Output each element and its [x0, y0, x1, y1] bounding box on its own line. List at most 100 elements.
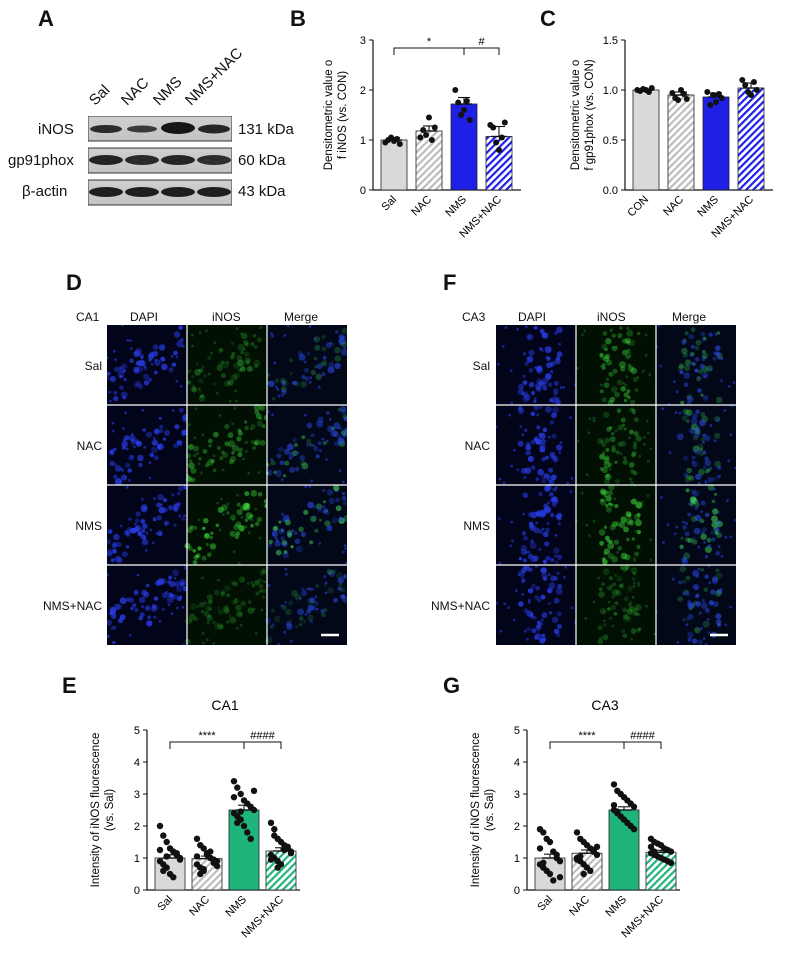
micrograph-tile [265, 405, 349, 485]
data-point [667, 859, 675, 866]
column-label: Merge [672, 310, 707, 324]
data-point [237, 790, 244, 798]
y-axis-label: f gp91phox (vs. CON) [584, 59, 596, 170]
significance-label: #### [250, 730, 275, 742]
panel-letter-d: D [66, 270, 82, 295]
data-point [250, 806, 258, 814]
x-tick-label: NAC [567, 894, 592, 919]
micrograph-tile [655, 564, 736, 646]
data-point [630, 803, 638, 810]
column-label: Merge [284, 310, 319, 324]
data-point [466, 117, 473, 123]
data-point [197, 870, 204, 878]
data-point [680, 91, 687, 97]
data-point [458, 112, 465, 118]
x-tick-label: NMS [603, 894, 629, 920]
data-point [546, 838, 554, 846]
data-point [234, 784, 241, 791]
y-tick-label: 0 [134, 885, 140, 897]
data-point [540, 829, 547, 836]
y-tick-label: 1.5 [603, 35, 618, 47]
chart-title: CA1 [211, 697, 238, 713]
data-point [452, 87, 459, 93]
column-label: DAPI [518, 310, 547, 324]
y-tick-label: 3 [134, 789, 140, 801]
data-point [417, 134, 424, 141]
data-point [577, 853, 584, 860]
data-point [213, 862, 221, 870]
significance-bracket [549, 741, 625, 749]
y-axis-label: Densitometric value o [570, 60, 582, 171]
significance-label: **** [198, 730, 216, 742]
chart-title: CA3 [591, 697, 618, 713]
lane-label: Sal [85, 81, 114, 109]
data-point [614, 808, 621, 815]
micrograph-canvas [104, 323, 351, 647]
x-tick-label: Sal [155, 894, 175, 914]
panel-letter-a: A [38, 6, 54, 31]
data-point [244, 829, 251, 836]
data-point [713, 99, 719, 105]
data-point [271, 826, 278, 833]
row-label: Sal [472, 359, 490, 373]
y-tick-label: 3 [514, 789, 520, 801]
column-label: iNOS [597, 310, 626, 324]
data-point [667, 848, 675, 855]
x-tick-label: NMS [443, 194, 469, 220]
row-label: NAC [464, 439, 490, 453]
data-point [396, 141, 403, 147]
data-point [240, 822, 248, 830]
blot-size-label: 43 kDa [238, 183, 286, 200]
micrograph-tile [104, 323, 187, 405]
y-tick-label: 1 [134, 853, 140, 865]
micrograph-tile [576, 405, 656, 485]
data-point [274, 864, 281, 871]
data-point [160, 867, 167, 874]
data-point [593, 851, 601, 858]
micrograph-canvas [494, 324, 737, 646]
row-label: NMS+NAC [430, 599, 490, 613]
data-point [742, 82, 749, 88]
micrograph-tile [105, 485, 188, 566]
blot-image [88, 116, 232, 206]
x-tick-label: CON [625, 194, 651, 220]
data-point [193, 835, 201, 842]
data-point [593, 843, 601, 850]
panel-letter-g: G [443, 673, 461, 698]
blot-size-label: 60 kDa [238, 152, 286, 169]
significance-bracket [463, 47, 500, 55]
data-point [707, 102, 714, 108]
y-tick-label: 0.5 [603, 135, 618, 147]
y-axis-label: (vs. Sal) [104, 789, 116, 831]
data-point [271, 832, 278, 839]
micrograph-tile [186, 325, 267, 405]
data-point [428, 137, 435, 143]
data-point [739, 77, 746, 83]
bar [380, 139, 408, 191]
bar [632, 89, 660, 191]
y-tick-label: 1 [514, 853, 520, 865]
x-tick-label: NMS [695, 194, 721, 220]
x-tick-label: Sal [379, 194, 399, 214]
micrograph-tile [266, 324, 348, 405]
data-point [267, 819, 275, 826]
row-label: NMS [75, 519, 102, 533]
data-point [156, 846, 164, 854]
data-point [718, 95, 725, 101]
micrograph-grid [494, 324, 737, 646]
data-point [461, 107, 467, 113]
column-label: DAPI [130, 310, 159, 324]
data-point [556, 858, 564, 865]
blot-size-label: 131 kDa [238, 121, 294, 138]
data-point [234, 819, 241, 826]
data-point [573, 829, 581, 836]
x-tick-label: NMS [223, 894, 249, 920]
y-tick-label: 3 [360, 35, 366, 47]
micrograph-tile [267, 484, 351, 565]
panel-letter-f: F [443, 270, 457, 295]
y-axis-label: Intensity of iNOS fluorescence [470, 733, 482, 888]
data-point [176, 856, 184, 863]
micrograph-tile [184, 485, 270, 565]
bar [702, 96, 730, 191]
bar [737, 87, 765, 191]
